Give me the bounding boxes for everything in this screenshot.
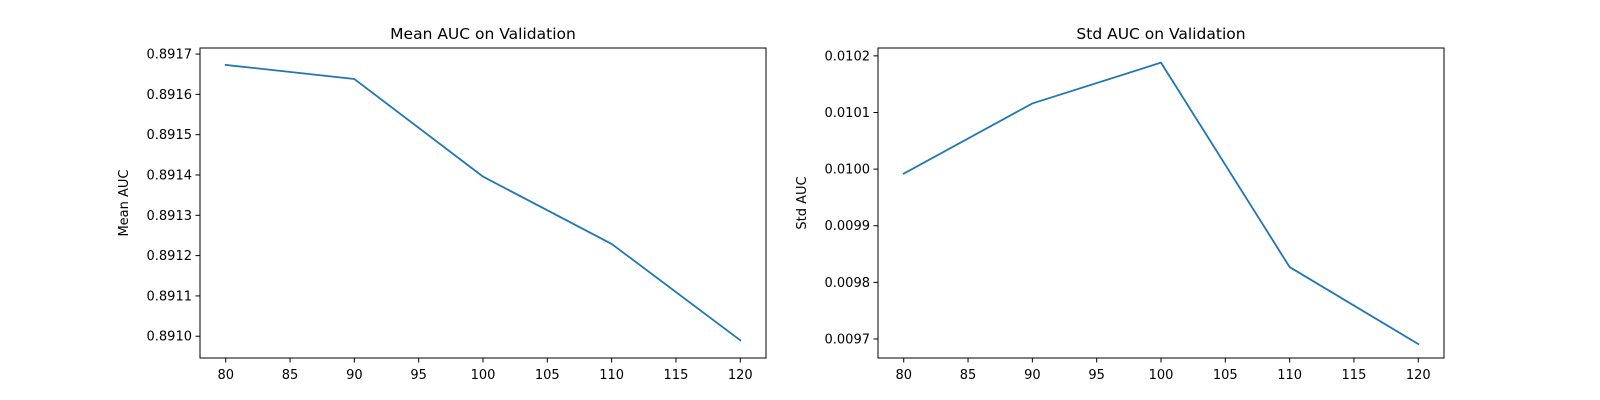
y-tick-label: 0.8914 — [147, 168, 193, 183]
x-tick-label: 95 — [410, 368, 427, 383]
y-tick-label: 0.8913 — [147, 209, 193, 224]
y-tick-label: 0.8911 — [147, 289, 193, 304]
x-tick-label: 115 — [664, 368, 689, 383]
y-tick-label: 0.0101 — [825, 106, 871, 121]
x-tick-label: 80 — [217, 368, 234, 383]
y-axis-label: Mean AUC — [117, 169, 132, 236]
y-tick-label: 0.0099 — [825, 219, 871, 234]
chart-std-auc: Std AUC on Validation Std AUC 80 85 90 95 10… — [795, 25, 1445, 383]
y-axis-label: Std AUC — [795, 176, 810, 229]
y-tick-label: 0.8916 — [147, 88, 193, 103]
x-tick-label: 85 — [282, 368, 299, 383]
y-tick-label: 0.8910 — [147, 330, 193, 345]
x-tick-label: 90 — [346, 368, 363, 383]
x-tick-label: 105 — [1213, 368, 1238, 383]
y-tick-label: 0.0097 — [825, 332, 871, 347]
x-tick-label: 90 — [1024, 368, 1041, 383]
y-tick-label: 0.0102 — [825, 49, 871, 64]
x-tick-label: 120 — [728, 368, 753, 383]
x-tick-label: 110 — [599, 368, 624, 383]
x-tick-label: 95 — [1088, 368, 1105, 383]
chart-mean-auc: Mean AUC on Validation Mean AUC 80 85 90 95… — [117, 25, 767, 383]
series-line — [902, 61, 1420, 346]
series-line — [224, 63, 742, 342]
chart-title: Std AUC on Validation — [1076, 25, 1245, 43]
y-tick-label: 0.0098 — [825, 276, 871, 291]
y-tick-label: 0.0100 — [825, 163, 871, 178]
chart-title: Mean AUC on Validation — [390, 25, 576, 43]
plot-area: 80 85 90 95 100 105 110 115 120 0.8910 0.8911 0.891… — [147, 47, 767, 383]
y-tick-label: 0.8912 — [147, 249, 193, 264]
x-tick-label: 80 — [895, 368, 912, 383]
plot-area: 80 85 90 95 100 105 110 115 120 0.0097 0.0098 0.009… — [825, 47, 1445, 383]
x-tick-label: 110 — [1277, 368, 1302, 383]
y-tick-label: 0.8915 — [147, 128, 193, 143]
x-tick-label: 105 — [535, 368, 560, 383]
x-tick-label: 100 — [1149, 368, 1174, 383]
x-tick-label: 100 — [471, 368, 496, 383]
x-tick-label: 115 — [1342, 368, 1367, 383]
x-tick-label: 85 — [960, 368, 977, 383]
x-tick-label: 120 — [1406, 368, 1431, 383]
y-tick-label: 0.8917 — [147, 48, 193, 63]
